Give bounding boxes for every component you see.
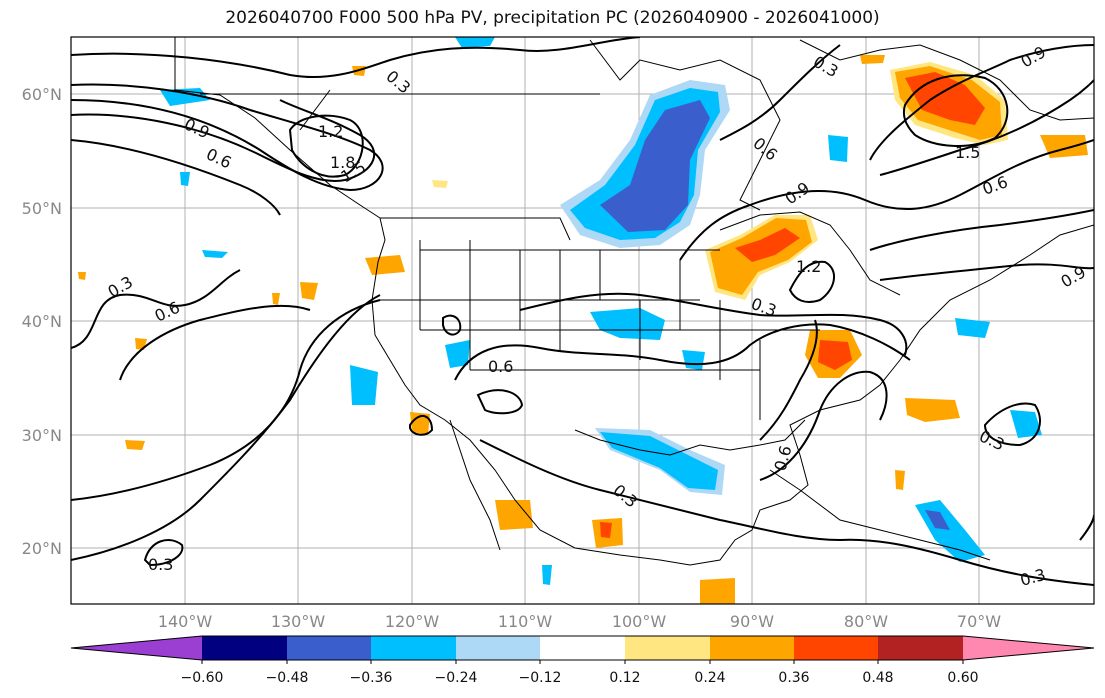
lon-tick-label: 70°W	[957, 612, 1001, 631]
colorbar-segment	[878, 636, 963, 660]
colorbar-segment	[456, 636, 540, 660]
precip-pc-fill	[78, 37, 1088, 604]
colorbar-segment	[371, 636, 456, 660]
colorbar-tick-label: −0.24	[435, 670, 478, 686]
lat-tick-label: 20°N	[22, 539, 62, 558]
lon-tick-label: 120°W	[385, 612, 440, 631]
lon-tick-label: 80°W	[844, 612, 888, 631]
lon-tick-label: 140°W	[158, 612, 213, 631]
colorbar-tick-label: 0.60	[947, 670, 978, 686]
lat-tick-label: 30°N	[22, 426, 62, 445]
colorbar-tick-label: −0.60	[181, 670, 224, 686]
colorbar-extend-high	[963, 636, 1094, 660]
colorbar-segment	[794, 636, 878, 660]
colorbar-tick-label: −0.36	[350, 670, 393, 686]
lon-tick-label: 90°W	[730, 612, 774, 631]
colorbar-ticks: −0.60 −0.48 −0.36 −0.24 −0.12 0.12 0.24 0.36 0.4…	[181, 660, 979, 686]
colorbar-segment	[710, 636, 794, 660]
pv-contours	[71, 37, 1094, 586]
map-border	[70, 36, 1095, 605]
colorbar-tick-label: 0.48	[862, 670, 893, 686]
colorbar-segment	[287, 636, 371, 660]
map-title: 2026040700 F000 500 hPa PV, precipitatio…	[225, 8, 880, 28]
contour-label: 1.2	[796, 257, 821, 276]
colorbar-tick-label: 0.12	[609, 670, 640, 686]
coastlines	[174, 37, 1094, 566]
contour-label: 0.6	[488, 357, 513, 376]
lon-tick-label: 130°W	[271, 612, 326, 631]
lon-ticks: 140°W 130°W 120°W 110°W 100°W 90°W 80°W …	[158, 612, 1001, 631]
contour-label: 1.5	[955, 143, 980, 162]
lat-tick-label: 60°N	[22, 85, 62, 104]
colorbar	[70, 635, 1095, 661]
colorbar-tick-label: 0.24	[694, 670, 725, 686]
colorbar-tick-label: −0.12	[519, 670, 562, 686]
colorbar-segment	[540, 636, 625, 660]
lat-tick-label: 50°N	[22, 199, 62, 218]
colorbar-tick-label: −0.48	[266, 670, 309, 686]
lon-tick-label: 100°W	[612, 612, 667, 631]
colorbar-extend-low	[71, 636, 202, 660]
contour-label: 0.3	[148, 555, 173, 574]
contour-label: 1.8	[330, 153, 355, 172]
lat-tick-label: 40°N	[22, 312, 62, 331]
colorbar-segment	[625, 636, 710, 660]
colorbar-segment	[202, 636, 287, 660]
lat-ticks: 60°N 50°N 40°N 30°N 20°N	[22, 85, 62, 558]
lon-tick-label: 110°W	[498, 612, 553, 631]
colorbar-tick-label: 0.36	[778, 670, 809, 686]
contour-label: 1.2	[318, 122, 343, 141]
